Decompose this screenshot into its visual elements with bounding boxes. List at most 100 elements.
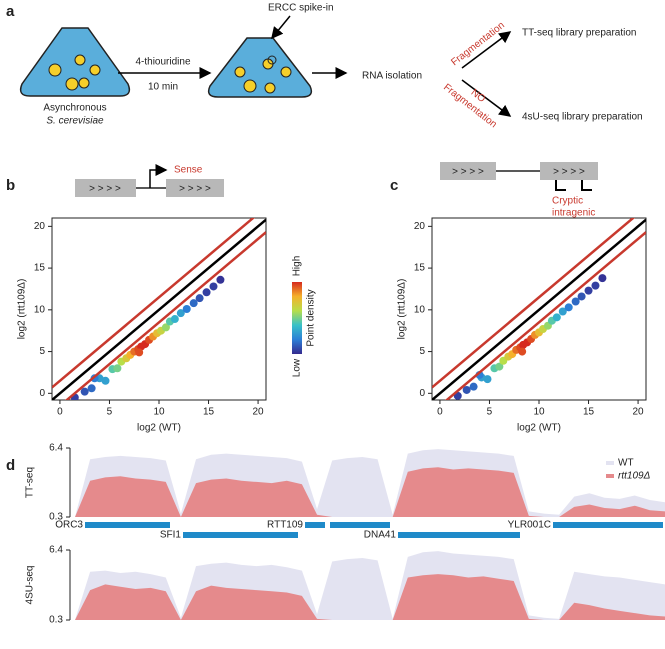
x-tick-label: 10	[153, 407, 165, 418]
cryptic-arrow	[555, 180, 592, 191]
y-tick-label: 6.4	[49, 443, 63, 454]
x-tick-label: 0	[437, 407, 443, 418]
panel-label: c	[390, 177, 398, 194]
colorbar	[292, 282, 302, 354]
tss-arrow	[149, 164, 168, 188]
label: 4sU-seq library preparation	[522, 112, 643, 123]
label: Sense	[174, 165, 203, 176]
gene-box	[440, 162, 496, 180]
area	[75, 467, 665, 517]
label: TT-seq library preparation	[522, 28, 637, 39]
point	[135, 348, 144, 357]
x-tick-label: 0	[57, 407, 63, 418]
label: 10 min	[148, 82, 178, 93]
gene	[305, 522, 325, 528]
label: Low	[292, 358, 303, 377]
point	[87, 384, 96, 393]
label: High	[292, 256, 303, 277]
point	[202, 288, 211, 297]
point	[564, 303, 573, 312]
x-tick-label: 15	[203, 407, 215, 418]
legend-label: WT	[618, 458, 634, 469]
point	[462, 385, 471, 394]
y-tick-label: 15	[34, 263, 46, 274]
label: > > > >	[89, 184, 121, 195]
label: Cryptic	[552, 196, 583, 207]
y-tick-label: 5	[39, 346, 45, 357]
point	[495, 362, 504, 371]
panel-label: a	[6, 3, 15, 20]
y-tick-label: 20	[34, 221, 46, 232]
point	[209, 282, 218, 291]
gene-box	[540, 162, 598, 180]
gene	[330, 522, 390, 528]
label: 4-thiouridine	[135, 57, 190, 68]
point	[571, 297, 580, 306]
x-axis-label: log2 (WT)	[137, 423, 181, 434]
y-tick-label: 0.3	[49, 615, 63, 626]
label: > > > >	[179, 184, 211, 195]
point	[195, 294, 204, 303]
area	[75, 574, 665, 620]
point	[161, 323, 170, 332]
plot-area	[432, 218, 646, 400]
y-tick-label: 0.3	[49, 512, 63, 523]
label: > > > >	[452, 167, 484, 178]
label: Point density	[306, 289, 317, 346]
y-tick-label: 0	[39, 388, 45, 399]
arrow	[461, 31, 512, 69]
gene-label: ORC3	[55, 520, 83, 531]
x-tick-label: 5	[107, 407, 113, 418]
x-tick-label: 15	[583, 407, 595, 418]
legend-label: rtt109Δ	[618, 471, 651, 482]
x-tick-label: 10	[533, 407, 545, 418]
y-tick-label: 5	[419, 346, 425, 357]
arrow	[271, 15, 291, 40]
y-tick-label: 0	[419, 388, 425, 399]
x-tick-label: 5	[487, 407, 493, 418]
point	[170, 315, 179, 324]
point	[483, 375, 492, 384]
y-axis-label: log2 (rtt109Δ)	[397, 279, 408, 340]
point	[113, 364, 122, 373]
label: S. cerevisiae	[46, 116, 104, 127]
reference-line	[52, 218, 266, 400]
gene-label: DNA41	[364, 530, 397, 541]
gene-box	[75, 179, 136, 197]
point	[577, 292, 586, 301]
y-tick-label: 6.4	[49, 545, 63, 556]
point	[552, 313, 561, 322]
track-label: 4SU-seq	[25, 566, 36, 605]
point	[598, 274, 607, 283]
gene	[183, 532, 298, 538]
gene-label: SFI1	[160, 530, 182, 541]
arrow	[461, 79, 512, 117]
point	[101, 376, 110, 385]
point	[584, 286, 593, 295]
point	[591, 281, 600, 290]
label: Fragmentation	[449, 20, 507, 68]
point	[176, 309, 185, 318]
reference-line	[52, 218, 256, 389]
point	[469, 382, 478, 391]
gene	[553, 522, 663, 528]
reference-line	[444, 231, 646, 400]
label: Asynchronous	[43, 103, 106, 114]
label: RNA isolation	[362, 71, 422, 82]
flask	[19, 27, 131, 97]
point	[189, 299, 198, 308]
gene-label: RTT109	[267, 520, 303, 531]
point	[216, 275, 225, 284]
point	[182, 305, 191, 313]
point	[518, 347, 527, 356]
label: > > > >	[553, 167, 585, 178]
point	[558, 307, 567, 316]
y-axis-label: log2 (rtt109Δ)	[17, 279, 28, 340]
reference-line	[64, 231, 266, 400]
y-tick-label: 20	[414, 221, 426, 232]
gene	[85, 522, 170, 528]
gene-box	[166, 179, 224, 197]
gene	[398, 532, 520, 538]
panel-label: d	[6, 457, 15, 474]
